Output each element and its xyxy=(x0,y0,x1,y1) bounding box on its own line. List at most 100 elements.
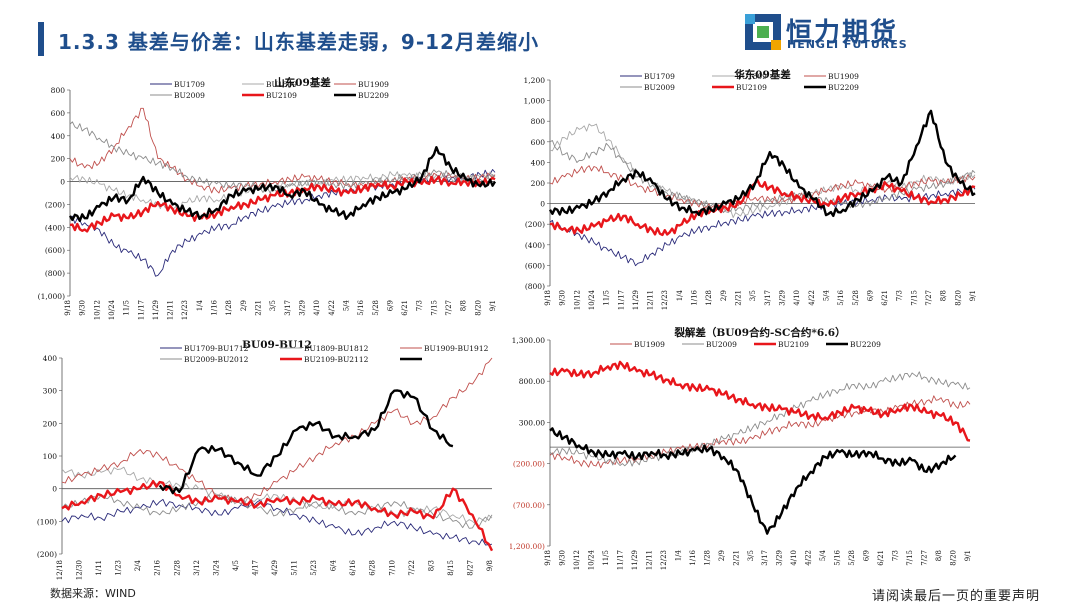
x-tick-label: 1/4 xyxy=(196,299,204,311)
x-tick-label: 6/16 xyxy=(349,559,357,575)
x-tick-label: 8/15 xyxy=(447,560,455,576)
x-tick-label: 7/15 xyxy=(430,300,438,316)
y-tick-label: (1,200.00) xyxy=(510,542,545,551)
x-tick-label: 2/9 xyxy=(720,290,728,301)
x-tick-label: 7/15 xyxy=(910,290,918,306)
legend-label: BU2109 xyxy=(778,340,809,349)
x-tick-label: 11/17 xyxy=(616,550,624,570)
legend-label: BU1909 xyxy=(828,72,859,81)
x-tick-label: 1/28 xyxy=(705,290,713,306)
x-tick-label: 10/24 xyxy=(588,289,596,310)
series-line-bu1709 xyxy=(549,185,976,267)
legend-label: BU2209 xyxy=(358,91,389,100)
x-tick-label: 1/16 xyxy=(211,299,219,315)
x-tick-label: 4/10 xyxy=(793,290,801,306)
legend-label: BU2109 xyxy=(266,91,297,100)
legend-label: BU2209 xyxy=(828,83,859,92)
y-tick-label: 200 xyxy=(51,155,66,164)
y-tick-label: (700.00) xyxy=(513,501,545,510)
x-tick-label: 4/22 xyxy=(328,300,336,316)
x-tick-label: 4/5 xyxy=(232,560,240,571)
x-tick-label: 7/15 xyxy=(906,550,914,566)
y-tick-label: 0 xyxy=(60,178,65,187)
legend-label: BU1709 xyxy=(644,72,675,81)
x-tick-label: 8/20 xyxy=(950,550,958,566)
x-tick-label: 7/10 xyxy=(388,560,396,576)
legend-label: BU1809-BU1812 xyxy=(304,344,369,353)
series-line-bu2009 xyxy=(549,140,976,214)
x-tick-label: 10/12 xyxy=(573,550,581,570)
y-tick-label: 300.00 xyxy=(519,418,545,427)
x-tick-label: 6/21 xyxy=(881,290,889,306)
y-tick-label: 400 xyxy=(531,158,546,167)
x-tick-label: 4/29 xyxy=(271,560,279,576)
y-tick-label: (200.00) xyxy=(513,460,545,469)
x-tick-label: 3/5 xyxy=(747,550,755,561)
x-tick-label: 6/9 xyxy=(863,550,871,561)
x-tick-label: 5/23 xyxy=(310,560,318,576)
x-tick-label: 6/21 xyxy=(401,300,409,316)
x-tick-label: 12/30 xyxy=(76,560,84,580)
y-tick-label: 0 xyxy=(52,485,57,494)
x-tick-label: 1/16 xyxy=(691,289,699,305)
legend-label: BU2109-BU2112 xyxy=(304,355,369,364)
y-tick-label: (100) xyxy=(37,517,57,526)
x-tick-label: 10/12 xyxy=(93,300,101,320)
x-tick-label: 3/17 xyxy=(764,290,772,306)
x-tick-label: 2/21 xyxy=(732,550,740,566)
x-tick-label: 4/10 xyxy=(790,550,798,566)
legend-label: BU1809 xyxy=(736,72,767,81)
x-tick-label: 9/30 xyxy=(559,290,567,306)
chart-crack-spread: 1,300.00 800.00 300.00 (200.00) (700.00) (1,2… xyxy=(510,326,972,570)
x-tick-label: 11/5 xyxy=(603,290,611,306)
x-tick-label: 3/17 xyxy=(284,300,292,316)
legend-label: BU2009-BU2012 xyxy=(184,355,249,364)
legend-label: BU2009 xyxy=(706,340,737,349)
x-tick-label: 1/4 xyxy=(674,549,682,561)
y-tick-label: (800) xyxy=(45,269,65,278)
legend-label: BU2109 xyxy=(736,83,767,92)
x-tick-label: 8/27 xyxy=(466,560,474,576)
x-tick-label: 11/29 xyxy=(152,300,160,320)
y-tick-label: 1,200 xyxy=(524,76,546,85)
x-tick-label: 12/23 xyxy=(661,290,669,310)
chart-title: 山东09基差 xyxy=(274,76,331,89)
x-tick-label: 5/4 xyxy=(342,299,350,311)
chart-title: 裂解差（BU09合约-SC合约*6.6） xyxy=(673,326,845,339)
y-tick-label: (600) xyxy=(45,246,65,255)
x-tick-label: 9/1 xyxy=(969,290,977,301)
series-line-bu2009 xyxy=(69,121,496,194)
series-line-bu1909-bu1912 xyxy=(61,357,493,505)
y-tick-label: 600 xyxy=(51,109,66,118)
disclaimer-note: 请阅读最后一页的重要声明 xyxy=(871,589,1040,604)
y-tick-label: 600 xyxy=(531,138,546,147)
x-tick-label: 9/30 xyxy=(79,300,87,316)
x-tick-label: 12/11 xyxy=(645,550,653,570)
x-tick-label: 11/29 xyxy=(631,550,639,570)
x-tick-label: 2/9 xyxy=(240,300,248,311)
y-tick-label: 300 xyxy=(43,387,58,396)
page-title: 1.3.3 基差与价差：山东基差走弱，9-12月差缩小 xyxy=(58,30,539,54)
series-line-bu1909 xyxy=(549,395,971,469)
x-tick-label: 5/16 xyxy=(837,289,845,305)
x-tick-label: 1/11 xyxy=(95,560,103,576)
x-tick-label: 1/28 xyxy=(225,300,233,316)
x-tick-label: 11/17 xyxy=(617,290,625,310)
x-tick-label: 3/29 xyxy=(776,550,784,566)
x-tick-label: 7/3 xyxy=(892,550,900,561)
x-tick-label: 2/28 xyxy=(173,560,181,576)
x-tick-label: 4/17 xyxy=(251,560,259,576)
x-tick-label: 11/5 xyxy=(602,550,610,566)
x-tick-label: 3/17 xyxy=(761,550,769,566)
y-tick-label: (400) xyxy=(525,241,545,250)
data-source-note: 数据来源：WIND xyxy=(50,587,136,600)
x-tick-label: 11/5 xyxy=(123,300,131,316)
legend-label: BU2009 xyxy=(174,91,205,100)
x-tick-label: 11/17 xyxy=(137,300,145,320)
x-tick-label: 6/21 xyxy=(877,550,885,566)
series-line-bu2109-bu2112 xyxy=(61,480,494,552)
legend-label: BU1709 xyxy=(174,80,205,89)
x-tick-label: 9/30 xyxy=(558,550,566,566)
x-tick-label: 10/24 xyxy=(108,299,116,320)
hengli-logo-icon xyxy=(745,14,781,50)
